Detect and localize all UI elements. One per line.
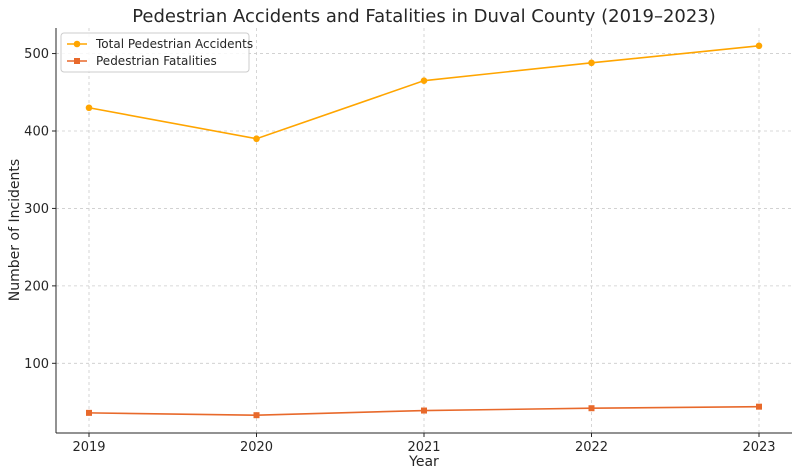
data-point-fatalities (421, 407, 427, 414)
x-tick-label: 2023 (742, 440, 775, 455)
y-tick-label: 200 (24, 279, 49, 294)
legend-box (60, 32, 250, 73)
legend-entry-fatalities: Pedestrian Fatalities (67, 54, 217, 68)
legend-label-total-accidents: Total Pedestrian Accidents (95, 37, 253, 51)
x-axis-label: Year (408, 454, 439, 470)
legend: Total Pedestrian Accidents Pedestrian Fa… (60, 32, 253, 73)
y-tick-label: 300 (24, 202, 49, 217)
data-point-fatalities (756, 403, 762, 410)
y-tick-label: 100 (24, 357, 49, 372)
x-tick-label: 2019 (72, 440, 105, 455)
legend-marker-total-accidents (73, 40, 81, 48)
data-point-total-accidents (755, 42, 763, 50)
x-ticks: 2019 2020 2021 2022 2023 (72, 433, 776, 455)
y-axis-label: Number of Incidents (7, 159, 23, 301)
data-point-fatalities (86, 409, 92, 416)
y-ticks: 100 200 300 400 500 (24, 47, 56, 372)
series-layer (85, 42, 763, 419)
data-point-fatalities (588, 405, 595, 412)
legend-marker-fatalities (74, 58, 80, 64)
chart-title: Pedestrian Accidents and Fatalities in D… (132, 6, 716, 27)
legend-label-fatalities: Pedestrian Fatalities (96, 54, 217, 68)
data-point-total-accidents (85, 104, 93, 112)
y-tick-label: 500 (24, 47, 49, 62)
y-tick-label: 400 (24, 124, 49, 139)
data-point-fatalities (253, 412, 260, 419)
legend-entry-total-accidents: Total Pedestrian Accidents (67, 37, 253, 51)
data-point-total-accidents (420, 77, 428, 84)
data-point-total-accidents (253, 135, 260, 143)
data-point-total-accidents (588, 59, 595, 67)
x-tick-label: 2022 (575, 440, 608, 455)
grid (56, 28, 792, 433)
x-tick-label: 2021 (407, 440, 440, 455)
x-tick-label: 2020 (240, 440, 273, 455)
